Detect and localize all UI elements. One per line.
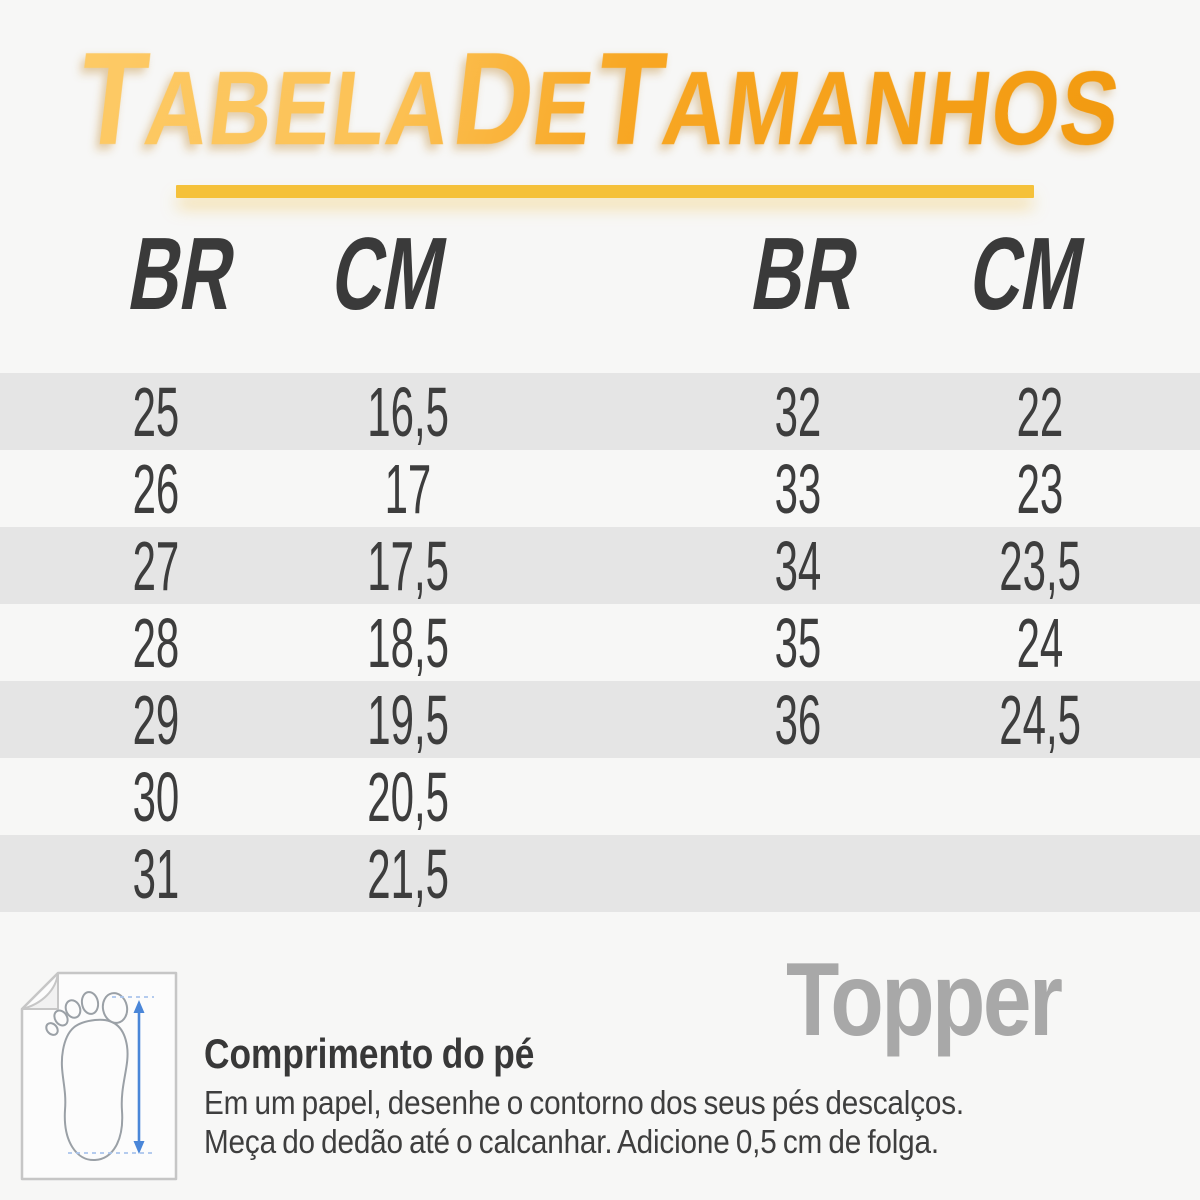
size-cell-br: 25 bbox=[132, 372, 180, 451]
size-cell-cm: 16,5 bbox=[367, 372, 449, 451]
title-word: DE bbox=[446, 25, 600, 172]
brand-logo: Topper bbox=[786, 942, 1063, 1058]
size-cell-br: 32 bbox=[774, 372, 822, 451]
size-row: 27 17,5 34 23,5 bbox=[0, 526, 1200, 605]
size-row: 30 20,5 bbox=[0, 757, 1200, 836]
title-word: TAMANHOS bbox=[588, 25, 1127, 172]
foot-length-instructions: Em um papel, desenhe o contorno dos seus… bbox=[204, 1083, 964, 1161]
size-cell-cm: 20,5 bbox=[367, 757, 449, 836]
size-row: 29 19,5 36 24,5 bbox=[0, 680, 1200, 759]
instruction-line-2: Meça do dedão até o calcanhar. Adicione … bbox=[204, 1123, 939, 1160]
size-cell-br: 26 bbox=[132, 449, 180, 528]
size-cell-cm: 23 bbox=[1016, 449, 1064, 528]
size-cell-br: 29 bbox=[132, 680, 180, 759]
size-cell-br: 30 bbox=[132, 757, 180, 836]
size-cell-cm: 24 bbox=[1016, 603, 1064, 682]
size-cell-br: 36 bbox=[774, 680, 822, 759]
size-cell-cm: 18,5 bbox=[367, 603, 449, 682]
size-row: 31 21,5 bbox=[0, 834, 1200, 913]
right-cm-header: CM bbox=[962, 216, 1094, 331]
size-row: 26 17 33 23 bbox=[0, 449, 1200, 528]
size-cell-br: 35 bbox=[774, 603, 822, 682]
instruction-line-1: Em um papel, desenhe o contorno dos seus… bbox=[204, 1084, 964, 1121]
size-cell-cm: 17,5 bbox=[367, 526, 449, 605]
left-cm-header: CM bbox=[324, 216, 456, 331]
paper-fold bbox=[21, 972, 59, 1010]
left-br-header: BR bbox=[121, 216, 245, 331]
title-word: TABELA bbox=[70, 25, 458, 172]
size-cell-cm: 21,5 bbox=[367, 834, 449, 913]
page-title: TABELADETAMANHOS bbox=[72, 33, 1129, 165]
size-cell-cm: 22 bbox=[1016, 372, 1064, 451]
size-cell-br: 33 bbox=[774, 449, 822, 528]
size-cell-cm: 24,5 bbox=[999, 680, 1081, 759]
size-row: 25 16,5 32 22 bbox=[0, 372, 1200, 451]
foot-length-heading: Comprimento do pé bbox=[204, 1030, 535, 1077]
foot-measure-icon bbox=[20, 971, 178, 1181]
right-br-header: BR bbox=[744, 216, 868, 331]
size-table: 25 16,5 32 22 26 17 33 23 27 17,5 34 23,5 28 18,5 35 24… bbox=[0, 372, 1200, 913]
size-cell-cm: 23,5 bbox=[999, 526, 1081, 605]
size-cell-br: 34 bbox=[774, 526, 822, 605]
size-row: 28 18,5 35 24 bbox=[0, 603, 1200, 682]
measure-arrow bbox=[133, 1000, 145, 1154]
foot-outline bbox=[45, 991, 129, 1162]
title-underline-bar bbox=[176, 185, 1034, 198]
size-cell-cm: 19,5 bbox=[367, 680, 449, 759]
size-cell-br: 27 bbox=[132, 526, 180, 605]
size-cell-cm: 17 bbox=[384, 449, 432, 528]
size-cell-br: 28 bbox=[132, 603, 180, 682]
size-cell-br: 31 bbox=[132, 834, 180, 913]
measure-guides bbox=[68, 996, 154, 1154]
